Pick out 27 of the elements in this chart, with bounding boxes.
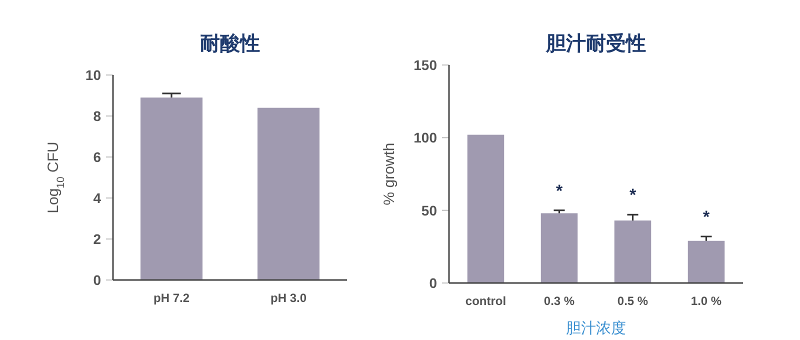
y-tick-label: 0 xyxy=(93,272,102,288)
x-tick-label: 1.0 % xyxy=(690,294,722,308)
y-tick-label: 0 xyxy=(429,275,438,291)
y-tick-label: 50 xyxy=(421,202,438,218)
y-tick-label: 10 xyxy=(85,67,102,83)
y-tick-label: 4 xyxy=(93,190,102,206)
bar xyxy=(688,240,725,283)
y-tick-label: 100 xyxy=(414,130,438,146)
y-axis-title: % growth xyxy=(381,142,398,206)
bar xyxy=(540,213,578,283)
x-tick-label: 0.5 % xyxy=(617,294,648,308)
x-tick-label: control xyxy=(465,294,506,308)
y-tick-label: 8 xyxy=(93,108,102,124)
bar xyxy=(614,220,652,283)
annotation: * xyxy=(702,207,710,226)
chart-title: 耐酸性 xyxy=(200,33,260,55)
annotation: * xyxy=(629,186,636,205)
x-tick-label: 0.3 % xyxy=(544,294,575,308)
y-tick-label: 6 xyxy=(93,149,102,165)
x-axis-title: 胆汁浓度 xyxy=(566,320,626,337)
x-tick-label: pH 7.2 xyxy=(153,291,190,305)
bar xyxy=(467,134,504,283)
y-tick-label: 150 xyxy=(414,57,438,73)
annotation: * xyxy=(556,181,563,200)
x-tick-label: pH 3.0 xyxy=(270,291,307,305)
chart-title: 胆汁耐受性 xyxy=(545,32,646,55)
y-tick-label: 2 xyxy=(93,231,102,247)
